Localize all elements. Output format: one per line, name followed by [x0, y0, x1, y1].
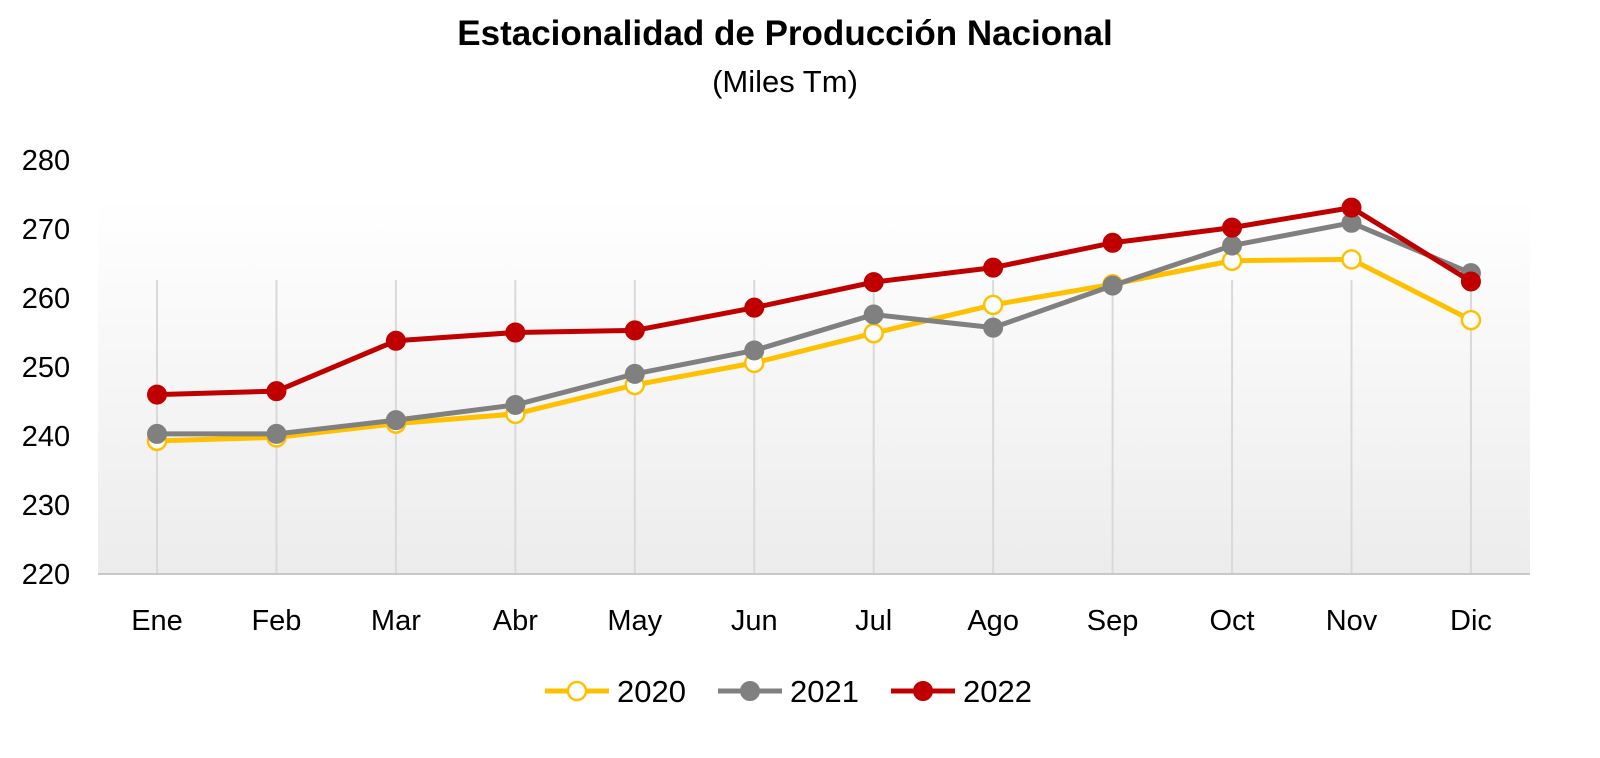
data-point [744, 340, 765, 361]
data-point [505, 394, 526, 415]
y-tick-label: 230 [22, 490, 70, 522]
data-point [385, 410, 406, 431]
legend-item-2022: 2022 [891, 674, 1032, 709]
series-line-2021 [154, 220, 1474, 437]
series-line-2022 [154, 205, 1474, 398]
series-2021 [147, 212, 1481, 444]
chart-subtitle: (Miles Tm) [712, 64, 858, 99]
data-point [1460, 271, 1481, 292]
legend-label: 2021 [790, 674, 859, 709]
y-tick-label: 240 [22, 421, 70, 453]
legend-label: 2022 [963, 674, 1032, 709]
data-point [624, 320, 645, 341]
data-point [983, 317, 1004, 338]
data-point [863, 272, 884, 293]
y-tick-label: 280 [22, 145, 70, 177]
data-point [1102, 275, 1123, 296]
x-tick-label: Dic [1450, 605, 1492, 637]
x-axis-ticks: Ene Feb Mar Abr May Jun Jul Ago Sep Oct Nov Dic [131, 605, 1492, 637]
x-tick-label: Mar [371, 605, 421, 637]
data-point [1222, 235, 1243, 256]
series-2022 [147, 197, 1481, 405]
series-group [146, 197, 1482, 452]
x-tick-label: Feb [251, 605, 301, 637]
legend-swatch-marker [913, 681, 933, 701]
plot-area [98, 198, 1530, 574]
data-point [1341, 197, 1362, 218]
data-point [266, 423, 287, 444]
legend-label: 2020 [617, 674, 686, 709]
y-tick-label: 220 [22, 559, 70, 591]
data-point [982, 294, 1004, 316]
x-tick-label: Nov [1326, 605, 1378, 637]
chart-title: Estacionalidad de Producción Nacional [457, 14, 1113, 53]
x-tick-label: Ene [131, 605, 183, 637]
legend-swatch-marker [740, 681, 760, 701]
data-point [983, 257, 1004, 278]
data-point [1102, 232, 1123, 253]
series-line-2020 [154, 256, 1474, 444]
x-tick-label: Jul [855, 605, 892, 637]
legend-swatch-marker [566, 680, 588, 702]
data-point [147, 384, 167, 405]
data-point [385, 330, 406, 351]
data-point [863, 304, 884, 325]
x-tick-label: Jun [731, 605, 778, 637]
x-tick-label: Sep [1087, 605, 1139, 637]
legend-item-2021: 2021 [718, 674, 859, 709]
data-point [1222, 217, 1243, 238]
data-point [863, 322, 884, 344]
y-tick-label: 250 [22, 352, 70, 384]
y-tick-label: 260 [22, 283, 70, 315]
data-point [266, 381, 287, 402]
x-tick-label: May [607, 605, 662, 637]
legend-item-2020: 2020 [545, 674, 686, 709]
data-point [1460, 309, 1482, 331]
x-tick-label: Ago [967, 605, 1019, 637]
data-point [1341, 249, 1362, 270]
data-point [505, 322, 526, 343]
legend: 2020 2021 2022 [545, 674, 1032, 709]
data-point [744, 297, 765, 318]
data-point [624, 363, 645, 384]
data-point [147, 423, 167, 444]
x-tick-label: Abr [493, 605, 538, 637]
y-axis-ticks: 220 230 240 250 260 270 280 [22, 145, 70, 591]
y-tick-label: 270 [22, 214, 70, 246]
x-tick-label: Oct [1209, 605, 1254, 637]
